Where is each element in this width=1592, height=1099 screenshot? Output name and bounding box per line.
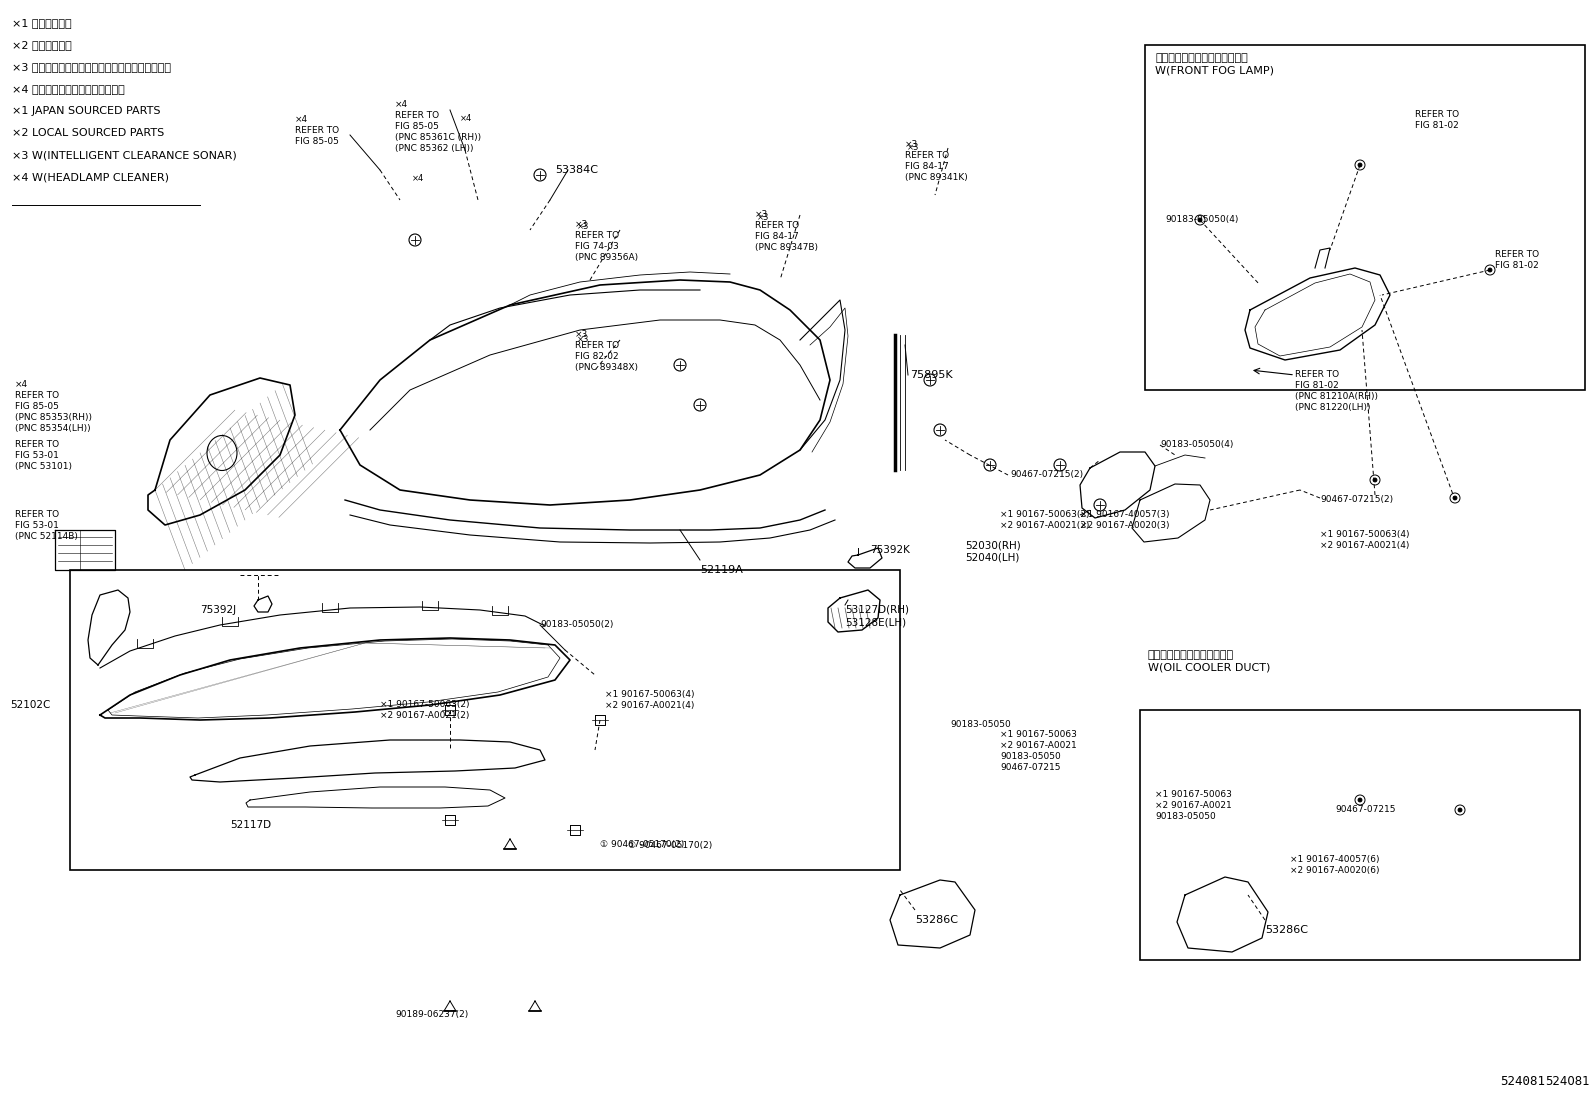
Text: 53127D(RH)
53128E(LH): 53127D(RH) 53128E(LH): [845, 606, 909, 628]
Circle shape: [1355, 160, 1364, 170]
Text: ×3
REFER TO
FIG 82-02
(PNC 89348X): ×3 REFER TO FIG 82-02 (PNC 89348X): [575, 330, 638, 373]
Text: ×1 90167-50063(4)
×2 90167-A0021(4): ×1 90167-50063(4) ×2 90167-A0021(4): [1320, 530, 1409, 551]
Circle shape: [533, 169, 546, 181]
Text: 75895K: 75895K: [911, 370, 952, 380]
Bar: [1140, 710, 1579, 961]
Text: ×1 90167-50063(2)
×2 90167-A0021(2): ×1 90167-50063(2) ×2 90167-A0021(2): [380, 700, 470, 720]
Bar: [70, 570, 899, 870]
Text: ×3: ×3: [907, 143, 919, 152]
Text: ×3
REFER TO
FIG 84-17
(PNC 89341K): ×3 REFER TO FIG 84-17 (PNC 89341K): [904, 140, 968, 182]
Text: 有り（フロントフォグランプ）
W(FRONT FOG LAMP): 有り（フロントフォグランプ） W(FRONT FOG LAMP): [1156, 53, 1274, 76]
Text: ×2 LOCAL SOURCED PARTS: ×2 LOCAL SOURCED PARTS: [13, 127, 164, 138]
Text: ×3 W(INTELLIGENT CLEARANCE SONAR): ×3 W(INTELLIGENT CLEARANCE SONAR): [13, 149, 237, 160]
Text: 90467-07215: 90467-07215: [1336, 804, 1396, 814]
Text: REFER TO
FIG 81-02
(PNC 81210A(RH))
(PNC 81220(LH)): REFER TO FIG 81-02 (PNC 81210A(RH)) (PNC…: [1294, 370, 1379, 412]
Text: ×1 90167-40057(6)
×2 90167-A0020(6): ×1 90167-40057(6) ×2 90167-A0020(6): [1290, 855, 1380, 875]
Text: ×1 90167-50063
×2 90167-A0021
90183-05050: ×1 90167-50063 ×2 90167-A0021 90183-0505…: [1156, 790, 1232, 821]
Circle shape: [1196, 215, 1205, 225]
Text: 90189-06237(2): 90189-06237(2): [395, 1010, 468, 1019]
Text: ×4: ×4: [412, 174, 423, 184]
Text: ×1 90167-40057(3)
×2 90167-A0020(3): ×1 90167-40057(3) ×2 90167-A0020(3): [1079, 510, 1170, 530]
Bar: [1145, 45, 1586, 390]
Circle shape: [1371, 475, 1380, 485]
Text: ×4
REFER TO
FIG 85-05
(PNC 85353(RH))
(PNC 85354(LH)): ×4 REFER TO FIG 85-05 (PNC 85353(RH)) (P…: [14, 380, 92, 433]
Text: ① 90467-05170(2): ① 90467-05170(2): [600, 840, 685, 850]
Text: 524081: 524081: [1544, 1075, 1590, 1088]
Circle shape: [1358, 163, 1363, 167]
Circle shape: [1455, 804, 1465, 815]
Circle shape: [1199, 218, 1202, 222]
Circle shape: [409, 234, 420, 246]
Text: ×3: ×3: [758, 213, 769, 222]
Circle shape: [1453, 496, 1457, 500]
Text: 90183-05050: 90183-05050: [950, 720, 1011, 729]
Text: ×2 現地調達部品: ×2 現地調達部品: [13, 40, 72, 49]
Text: ×1 JAPAN SOURCED PARTS: ×1 JAPAN SOURCED PARTS: [13, 106, 161, 116]
Text: ×3: ×3: [576, 222, 589, 231]
Text: REFER TO
FIG 53-01
(PNC 52114B): REFER TO FIG 53-01 (PNC 52114B): [14, 510, 78, 541]
Ellipse shape: [207, 435, 237, 470]
Circle shape: [984, 459, 997, 471]
Text: ×4 有り（ヘッドランプクリーナ）: ×4 有り（ヘッドランプクリーナ）: [13, 84, 124, 95]
Text: 53286C: 53286C: [1266, 925, 1309, 935]
Circle shape: [673, 359, 686, 371]
Text: ×3: ×3: [576, 335, 589, 344]
Text: ×4
REFER TO
FIG 85-05
(PNC 85361C (RH))
(PNC 85362 (LH)): ×4 REFER TO FIG 85-05 (PNC 85361C (RH)) …: [395, 100, 481, 154]
Text: ×4: ×4: [460, 114, 473, 123]
Circle shape: [1372, 478, 1377, 482]
Text: 52102C: 52102C: [10, 700, 51, 710]
Text: REFER TO
FIG 81-02: REFER TO FIG 81-02: [1495, 249, 1539, 270]
Circle shape: [1450, 493, 1460, 503]
Text: 90183-05050(4): 90183-05050(4): [1161, 440, 1234, 449]
Circle shape: [1094, 499, 1106, 511]
Text: ×3 有り（インテリジェントクリアランスソナー）: ×3 有り（インテリジェントクリアランスソナー）: [13, 62, 170, 73]
Circle shape: [1485, 265, 1495, 275]
Text: 90467-07215(2): 90467-07215(2): [1009, 470, 1083, 479]
Circle shape: [923, 374, 936, 386]
Text: 90183-05050(4): 90183-05050(4): [1165, 215, 1239, 224]
Circle shape: [1054, 459, 1067, 471]
Text: ×3
REFER TO
FIG 74-03
(PNC 89356A): ×3 REFER TO FIG 74-03 (PNC 89356A): [575, 220, 638, 263]
Circle shape: [1458, 808, 1461, 812]
Text: 524081: 524081: [1500, 1075, 1544, 1088]
Text: ×1 90167-50063(4)
×2 90167-A0021(4): ×1 90167-50063(4) ×2 90167-A0021(4): [605, 690, 694, 710]
Circle shape: [1358, 798, 1363, 802]
Text: REFER TO
FIG 81-02: REFER TO FIG 81-02: [1415, 110, 1460, 130]
Text: ×3
REFER TO
FIG 84-17
(PNC 89347B): ×3 REFER TO FIG 84-17 (PNC 89347B): [755, 210, 818, 253]
Circle shape: [694, 399, 705, 411]
Text: 有り（オイルクーラダクト）
W(OIL COOLER DUCT): 有り（オイルクーラダクト） W(OIL COOLER DUCT): [1148, 650, 1270, 673]
Text: ① 90467-05170(2): ① 90467-05170(2): [627, 841, 712, 850]
Text: ×4
REFER TO
FIG 85-05: ×4 REFER TO FIG 85-05: [295, 115, 339, 146]
Text: ×1 日本調達部品: ×1 日本調達部品: [13, 18, 72, 27]
Text: 90467-07215(2): 90467-07215(2): [1320, 495, 1393, 504]
Text: 90183-05050(2): 90183-05050(2): [540, 620, 613, 629]
Circle shape: [1355, 795, 1364, 804]
Text: 52119A: 52119A: [700, 565, 743, 575]
Circle shape: [935, 424, 946, 436]
Text: ×1 90167-50063
×2 90167-A0021
90183-05050
90467-07215: ×1 90167-50063 ×2 90167-A0021 90183-0505…: [1000, 730, 1076, 773]
Circle shape: [1489, 268, 1492, 271]
Text: 75392J: 75392J: [201, 606, 236, 615]
Text: 75392K: 75392K: [869, 545, 911, 555]
Text: 53286C: 53286C: [915, 915, 958, 925]
Text: ×4 W(HEADLAMP CLEANER): ×4 W(HEADLAMP CLEANER): [13, 173, 169, 182]
Text: 52030(RH)
52040(LH): 52030(RH) 52040(LH): [965, 540, 1020, 563]
Text: ×1 90167-50063(2)
×2 90167-A0021(2): ×1 90167-50063(2) ×2 90167-A0021(2): [1000, 510, 1089, 530]
Text: REFER TO
FIG 53-01
(PNC 53101): REFER TO FIG 53-01 (PNC 53101): [14, 440, 72, 471]
Text: 53384C: 53384C: [556, 165, 599, 175]
Text: 52117D: 52117D: [229, 820, 271, 830]
